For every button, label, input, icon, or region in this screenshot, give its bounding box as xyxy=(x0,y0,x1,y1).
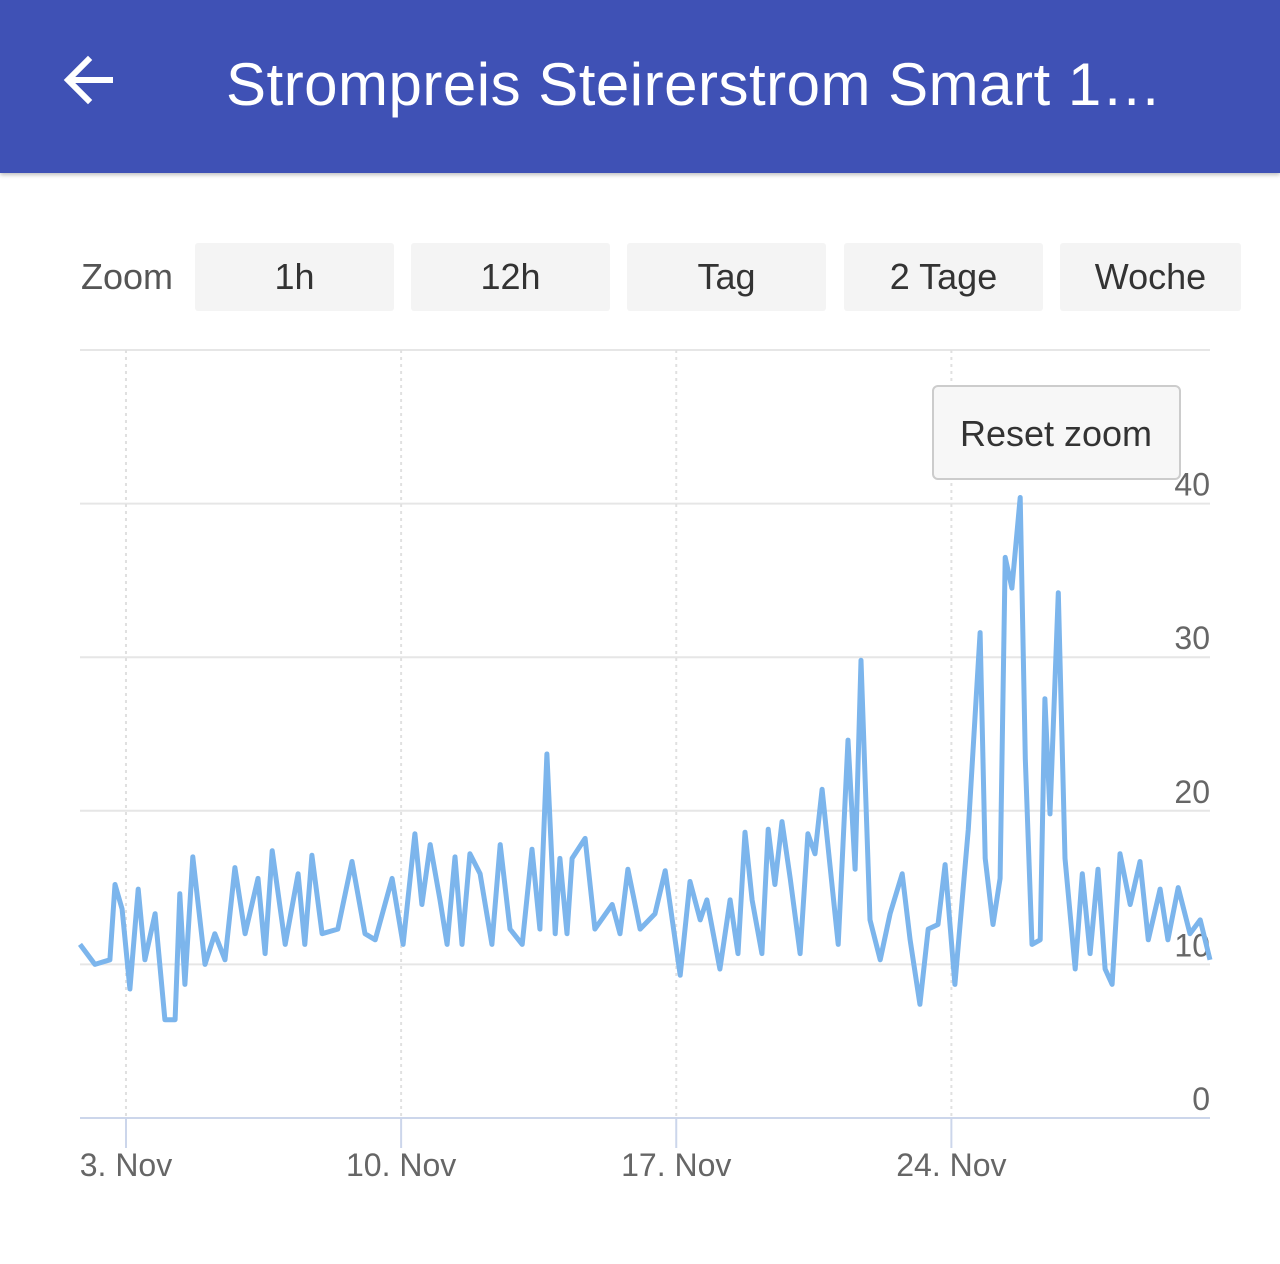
y-tick-label: 30 xyxy=(1174,620,1210,656)
zoom-1h-button[interactable]: 1h xyxy=(195,243,394,311)
reset-zoom-button[interactable]: Reset zoom xyxy=(932,385,1181,480)
x-tick-label: 24. Nov xyxy=(896,1147,1006,1183)
app-bar: Strompreis Steirerstrom Smart 1… xyxy=(0,0,1280,173)
zoom-12h-button[interactable]: 12h xyxy=(411,243,610,311)
zoom-label: Zoom xyxy=(81,256,174,297)
reset-zoom-label: Reset zoom xyxy=(960,413,1152,454)
back-button[interactable] xyxy=(56,48,120,112)
y-tick-label: 0 xyxy=(1192,1081,1210,1117)
arrow-left-icon xyxy=(63,55,113,105)
zoom-week-button[interactable]: Woche xyxy=(1060,243,1241,311)
x-tick-label: 3. Nov xyxy=(80,1147,172,1183)
x-tick-label: 10. Nov xyxy=(346,1147,456,1183)
zoom-day-button[interactable]: Tag xyxy=(627,243,826,311)
x-tick-label: 17. Nov xyxy=(621,1147,731,1183)
price-series-line xyxy=(77,495,1213,1023)
y-tick-label: 20 xyxy=(1174,774,1210,810)
zoom-2days-button[interactable]: 2 Tage xyxy=(844,243,1043,311)
